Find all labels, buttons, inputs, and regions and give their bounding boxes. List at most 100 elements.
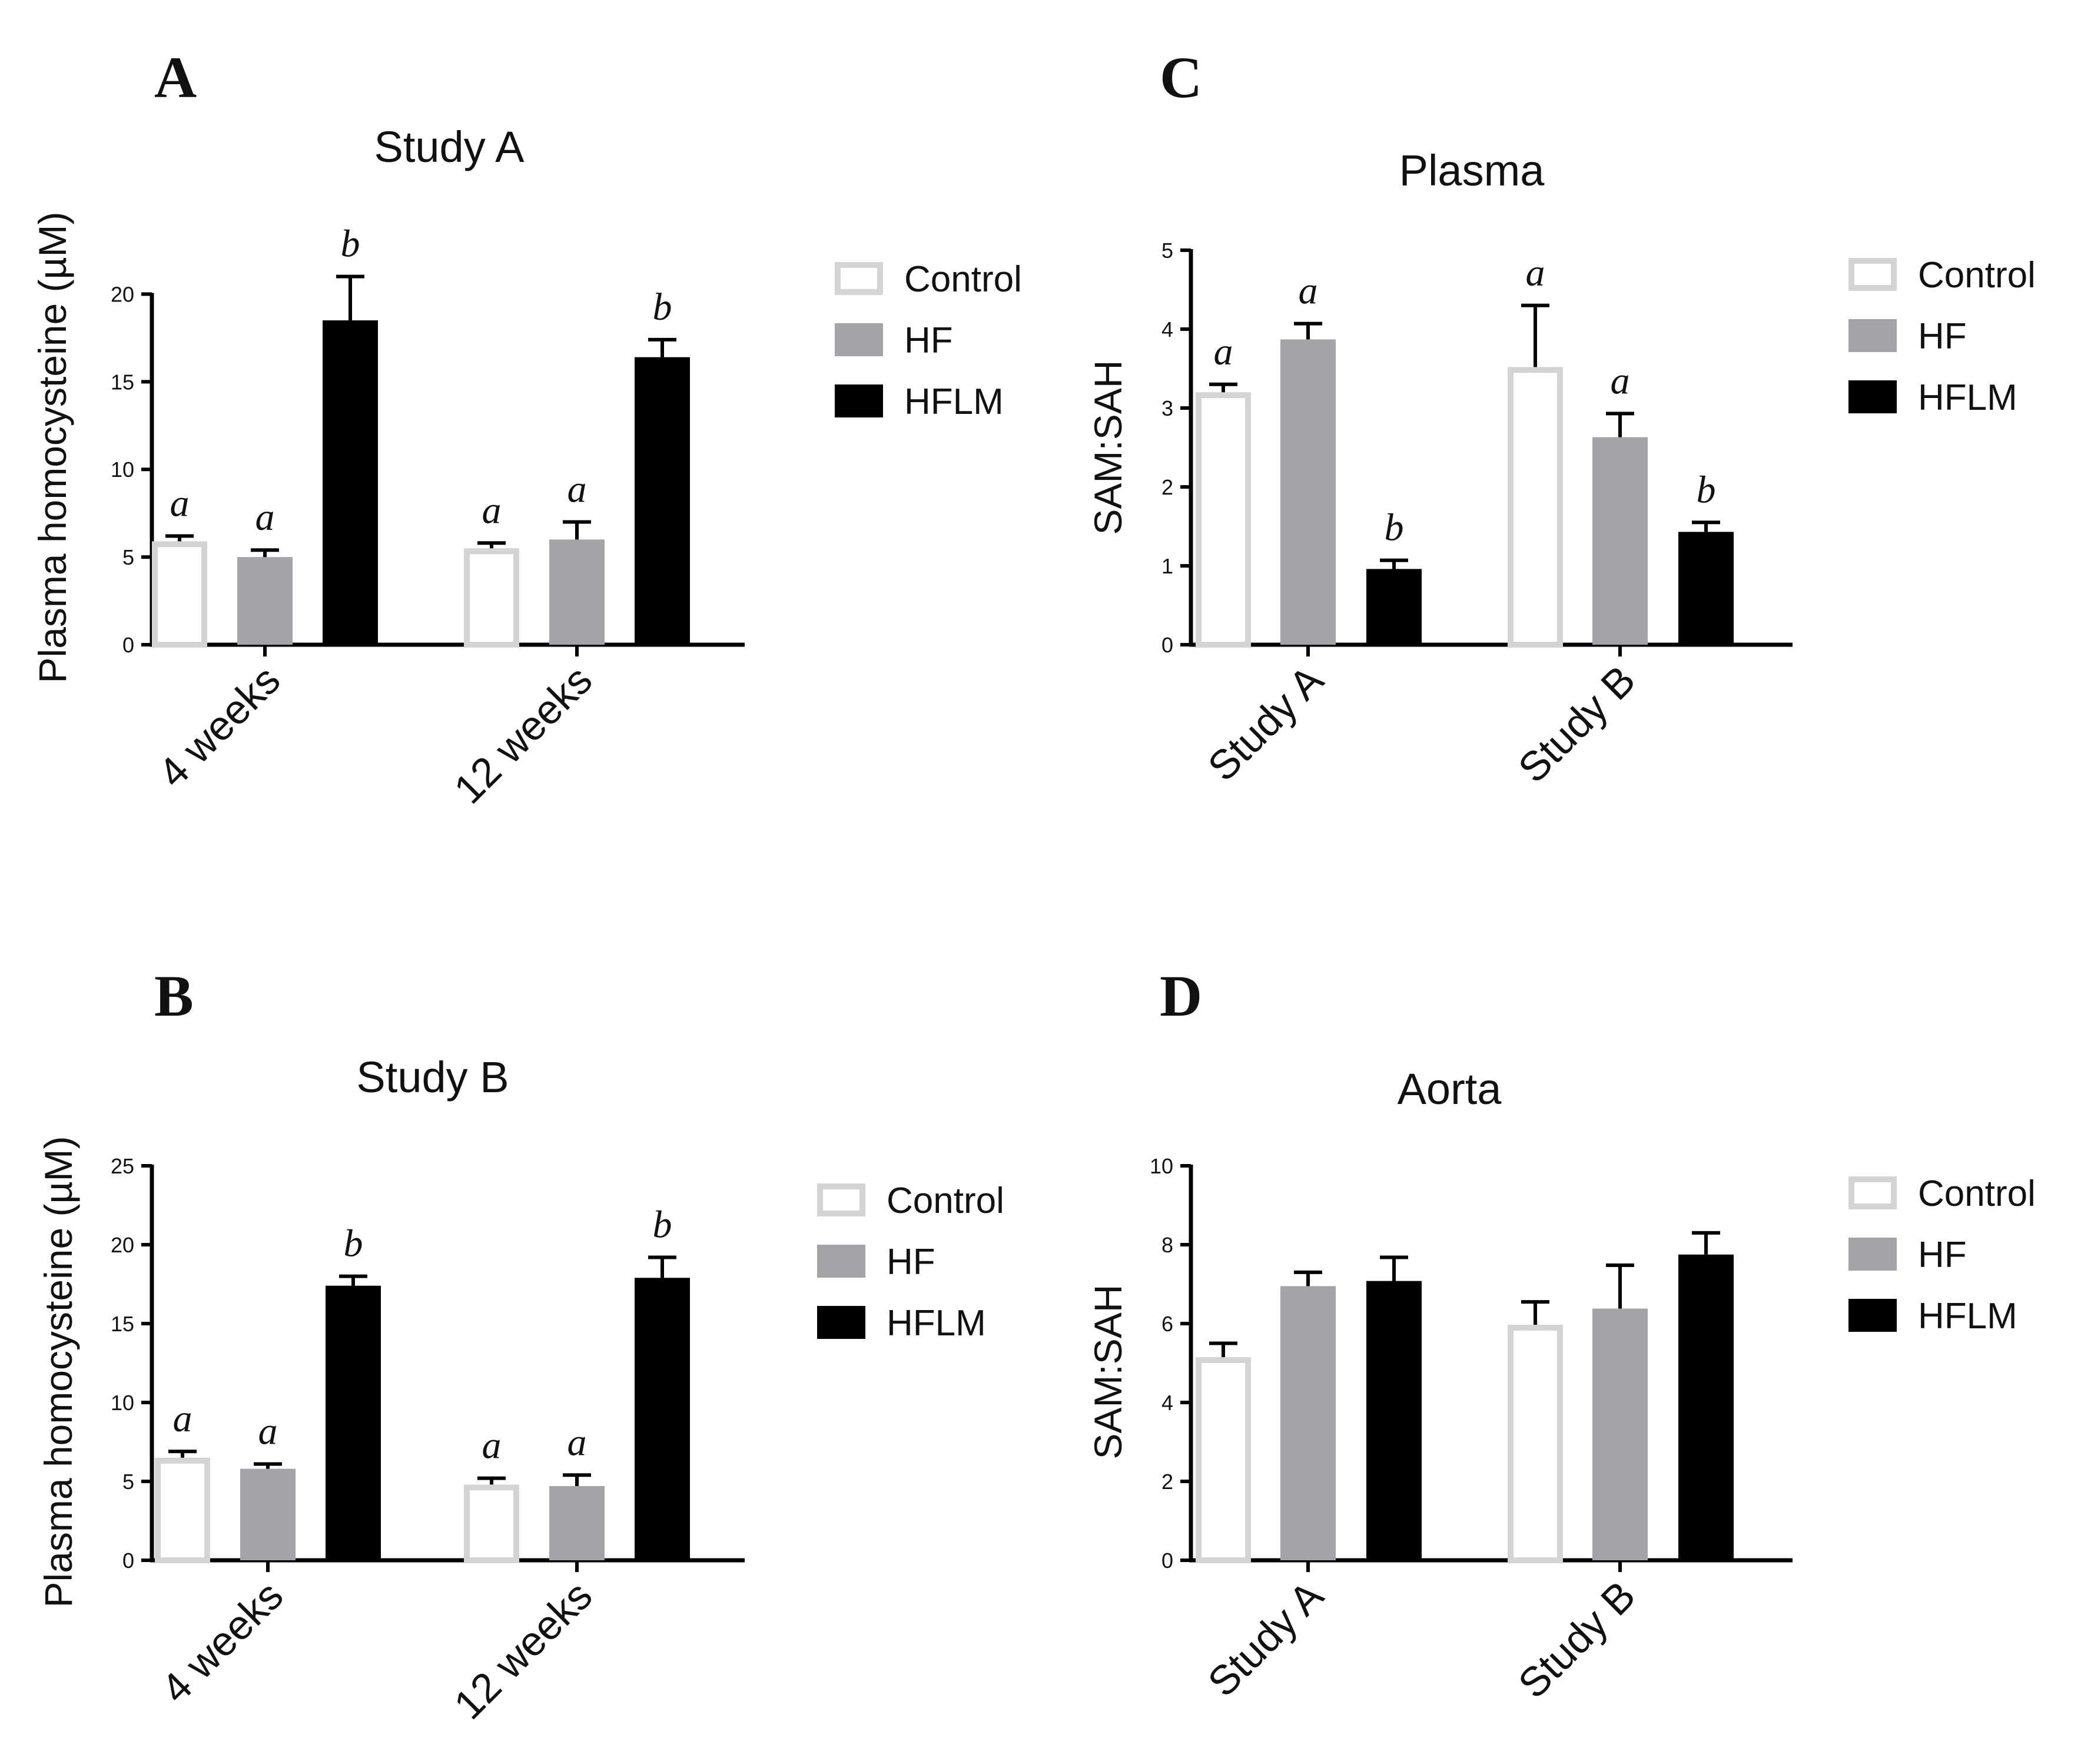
bar-hflm	[1678, 532, 1734, 645]
y-tick-label: 10	[1150, 1154, 1173, 1178]
legend-label-control: Control	[1918, 1173, 2036, 1214]
significance-label: b	[341, 223, 360, 266]
legend-label-control: Control	[1918, 255, 2036, 296]
y-tick-label: 15	[111, 1312, 134, 1336]
legend-swatch-control	[835, 262, 883, 295]
y-axis-label: SAM:SAH	[1086, 1284, 1130, 1459]
legend-label-hf: HF	[887, 1242, 935, 1282]
bar-hf	[1592, 437, 1648, 645]
significance-label: a	[1526, 251, 1545, 294]
significance-label: a	[1611, 359, 1630, 402]
legend-label-hflm: HFLM	[1918, 377, 2017, 418]
legend-label-hf: HF	[1918, 316, 1967, 357]
panel-c: C Plasma SAM:SAH 0 1 2 3 4 5 a a a a b b Study A Study B…	[1086, 45, 2036, 791]
panel-title: Plasma	[1399, 146, 1545, 195]
legend-label-hf: HF	[904, 320, 953, 361]
bar-hf	[240, 1468, 296, 1560]
panel-letter: C	[1160, 45, 1202, 110]
x-category-label: Study A	[1199, 1572, 1332, 1705]
legend: Control HF HFLM	[1848, 1173, 2036, 1337]
bar-hflm	[1366, 569, 1422, 645]
y-tick-label: 4	[1161, 317, 1173, 341]
legend-swatch-hflm	[835, 384, 883, 417]
x-category-label: Study B	[1509, 656, 1644, 791]
bar-control	[464, 548, 519, 648]
y-tick-label: 2	[1161, 475, 1173, 499]
x-category-label: 12 weeks	[445, 656, 600, 812]
bar-hf	[237, 557, 293, 645]
significance-label: a	[255, 496, 275, 539]
bar-hflm	[635, 1278, 690, 1560]
x-category-label: 4 weeks	[152, 1572, 292, 1712]
legend: Control HF HFLM	[817, 1181, 1004, 1344]
y-tick-label: 20	[111, 282, 134, 306]
legend-swatch-hf	[817, 1245, 865, 1278]
legend-swatch-hflm	[817, 1306, 865, 1339]
significance-label: b	[344, 1222, 363, 1265]
x-category-label: 12 weeks	[445, 1572, 600, 1727]
panel-title: Study B	[356, 1053, 509, 1102]
bar-hflm	[1366, 1281, 1422, 1560]
legend-label-control: Control	[887, 1181, 1004, 1221]
bar-control	[155, 1457, 210, 1564]
legend-swatch-control	[817, 1183, 865, 1216]
y-tick-label: 5	[1161, 238, 1173, 263]
bar-hf	[1280, 1286, 1336, 1560]
panel-letter: B	[154, 963, 194, 1029]
bar-hflm	[326, 1285, 381, 1560]
significance-label: a	[1214, 330, 1233, 373]
significance-label: a	[567, 1421, 587, 1464]
y-tick-label: 0	[1161, 633, 1173, 657]
legend-swatch-control	[1848, 1176, 1897, 1209]
significance-label: a	[258, 1410, 278, 1453]
y-tick-label: 8	[1161, 1233, 1173, 1257]
panel-letter: D	[1160, 963, 1202, 1029]
x-category-label: Study B	[1509, 1572, 1644, 1706]
significance-label: a	[482, 1424, 502, 1467]
bar-hf	[1592, 1308, 1648, 1560]
y-tick-label: 3	[1161, 396, 1173, 420]
y-tick-label: 0	[1161, 1549, 1173, 1573]
bar-control	[152, 541, 207, 648]
y-tick-label: 4	[1161, 1391, 1173, 1415]
significance-label: b	[1385, 506, 1404, 549]
legend-label-hflm: HFLM	[887, 1303, 986, 1344]
bar-hflm	[323, 320, 378, 645]
legend-swatch-hflm	[1848, 380, 1897, 413]
panel-d: D Aorta SAM:SAH 0 2 4 6 8 10 Study A Study B Contro…	[1086, 963, 2036, 1707]
y-tick-label: 15	[111, 370, 134, 394]
bar-control	[464, 1484, 519, 1564]
y-tick-label: 10	[111, 457, 134, 482]
bar-control	[1508, 1325, 1563, 1563]
y-tick-label: 2	[1161, 1470, 1173, 1494]
significance-label: b	[653, 1203, 672, 1246]
significance-label: a	[173, 1397, 192, 1440]
y-tick-label: 1	[1161, 554, 1173, 578]
significance-label: a	[170, 482, 190, 525]
panel-b: B Study B Plasma homocysteine (µM) 0 5 10 15 20…	[36, 963, 1004, 1728]
panel-a: A Study A Plasma homocysteine (µM) 0 5 10 15 20…	[31, 45, 1022, 813]
bar-hf	[549, 1486, 605, 1560]
y-tick-label: 10	[111, 1391, 134, 1415]
y-axis-label: Plasma homocysteine (µM)	[36, 1136, 80, 1608]
y-tick-label: 0	[122, 1549, 134, 1573]
legend-swatch-hf	[1848, 1238, 1897, 1271]
y-tick-label: 20	[111, 1233, 134, 1257]
y-axis-label: SAM:SAH	[1086, 360, 1130, 535]
y-tick-label: 0	[122, 633, 134, 657]
bar-control	[1508, 367, 1563, 648]
bar-hf	[549, 539, 605, 645]
legend-label-hf: HF	[1918, 1235, 1967, 1275]
significance-label: a	[567, 468, 587, 511]
legend: Control HF HFLM	[835, 259, 1022, 422]
panel-title: Aorta	[1398, 1065, 1502, 1113]
x-category-label: Study A	[1199, 656, 1332, 790]
y-tick-label: 6	[1161, 1312, 1173, 1336]
legend-label-hflm: HFLM	[1918, 1296, 2017, 1337]
bar-hf	[1280, 339, 1336, 645]
bar-hflm	[1678, 1254, 1734, 1560]
legend-swatch-hf	[835, 323, 883, 356]
bar-control	[1196, 1357, 1251, 1563]
significance-label: b	[653, 286, 672, 329]
